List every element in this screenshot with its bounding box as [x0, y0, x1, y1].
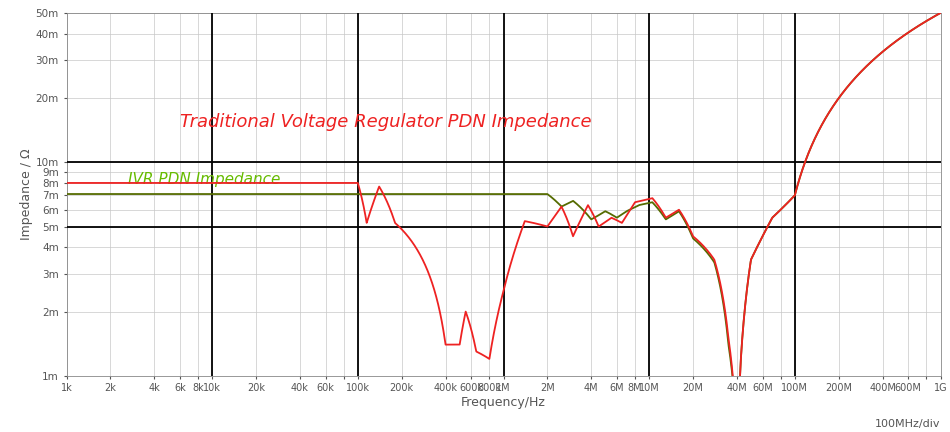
- X-axis label: Frequency/Hz: Frequency/Hz: [461, 396, 546, 409]
- Text: 100MHz/div: 100MHz/div: [875, 419, 940, 429]
- Text: IVR PDN Impedance: IVR PDN Impedance: [127, 172, 280, 187]
- Y-axis label: Impedance / Ω: Impedance / Ω: [20, 149, 33, 240]
- Text: Traditional Voltage Regulator PDN Impedance: Traditional Voltage Regulator PDN Impeda…: [180, 113, 592, 131]
